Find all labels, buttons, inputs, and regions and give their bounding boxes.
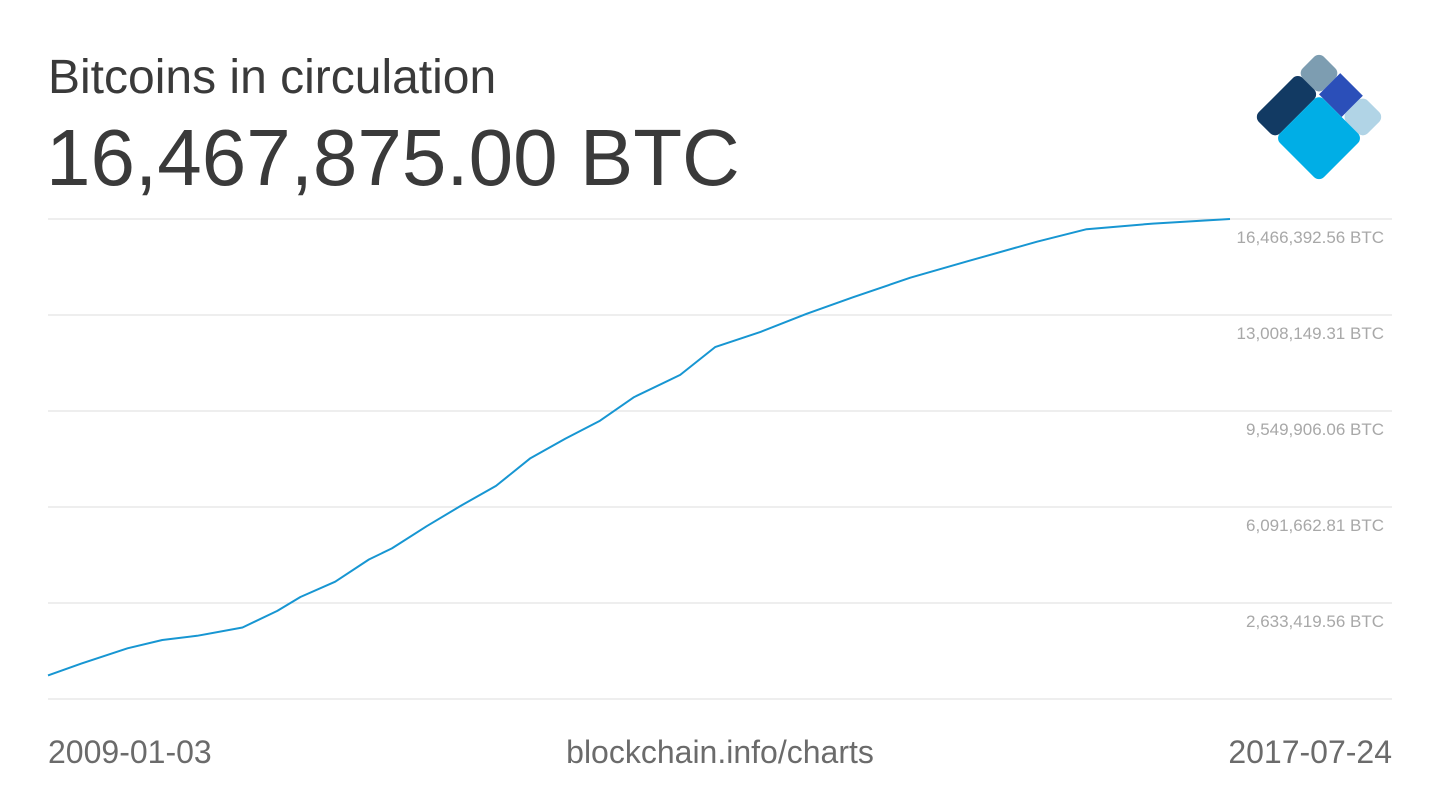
logo-tile-top xyxy=(1300,54,1338,92)
logo-tile-right-edge xyxy=(1344,98,1382,136)
source-link[interactable]: blockchain.info/charts xyxy=(566,734,874,770)
grid-lines xyxy=(48,218,1392,700)
y-tick-label: 6,091,662.81 BTC xyxy=(1246,516,1384,535)
x-axis-start-label: 2009-01-03 xyxy=(48,734,212,770)
x-axis-end-label: 2017-07-24 xyxy=(1228,734,1392,770)
y-tick-label: 2,633,419.56 BTC xyxy=(1246,612,1384,631)
logo-tile-center xyxy=(1278,97,1360,180)
series-line xyxy=(47,218,1231,677)
y-tick-label: 13,008,149.31 BTC xyxy=(1237,324,1384,343)
current-value: 16,467,875.00 BTC xyxy=(46,113,740,202)
y-tick-label: 9,549,906.06 BTC xyxy=(1246,420,1384,439)
y-tick-label: 16,466,392.56 BTC xyxy=(1237,228,1384,247)
logo-tile-right xyxy=(1319,73,1363,117)
blockchain-logo-icon xyxy=(1256,54,1382,180)
chart-title: Bitcoins in circulation xyxy=(48,51,497,104)
logo-tile-left xyxy=(1256,76,1317,136)
y-axis-tick-labels: 16,466,392.56 BTC 13,008,149.31 BTC 9,549,… xyxy=(1237,228,1384,631)
